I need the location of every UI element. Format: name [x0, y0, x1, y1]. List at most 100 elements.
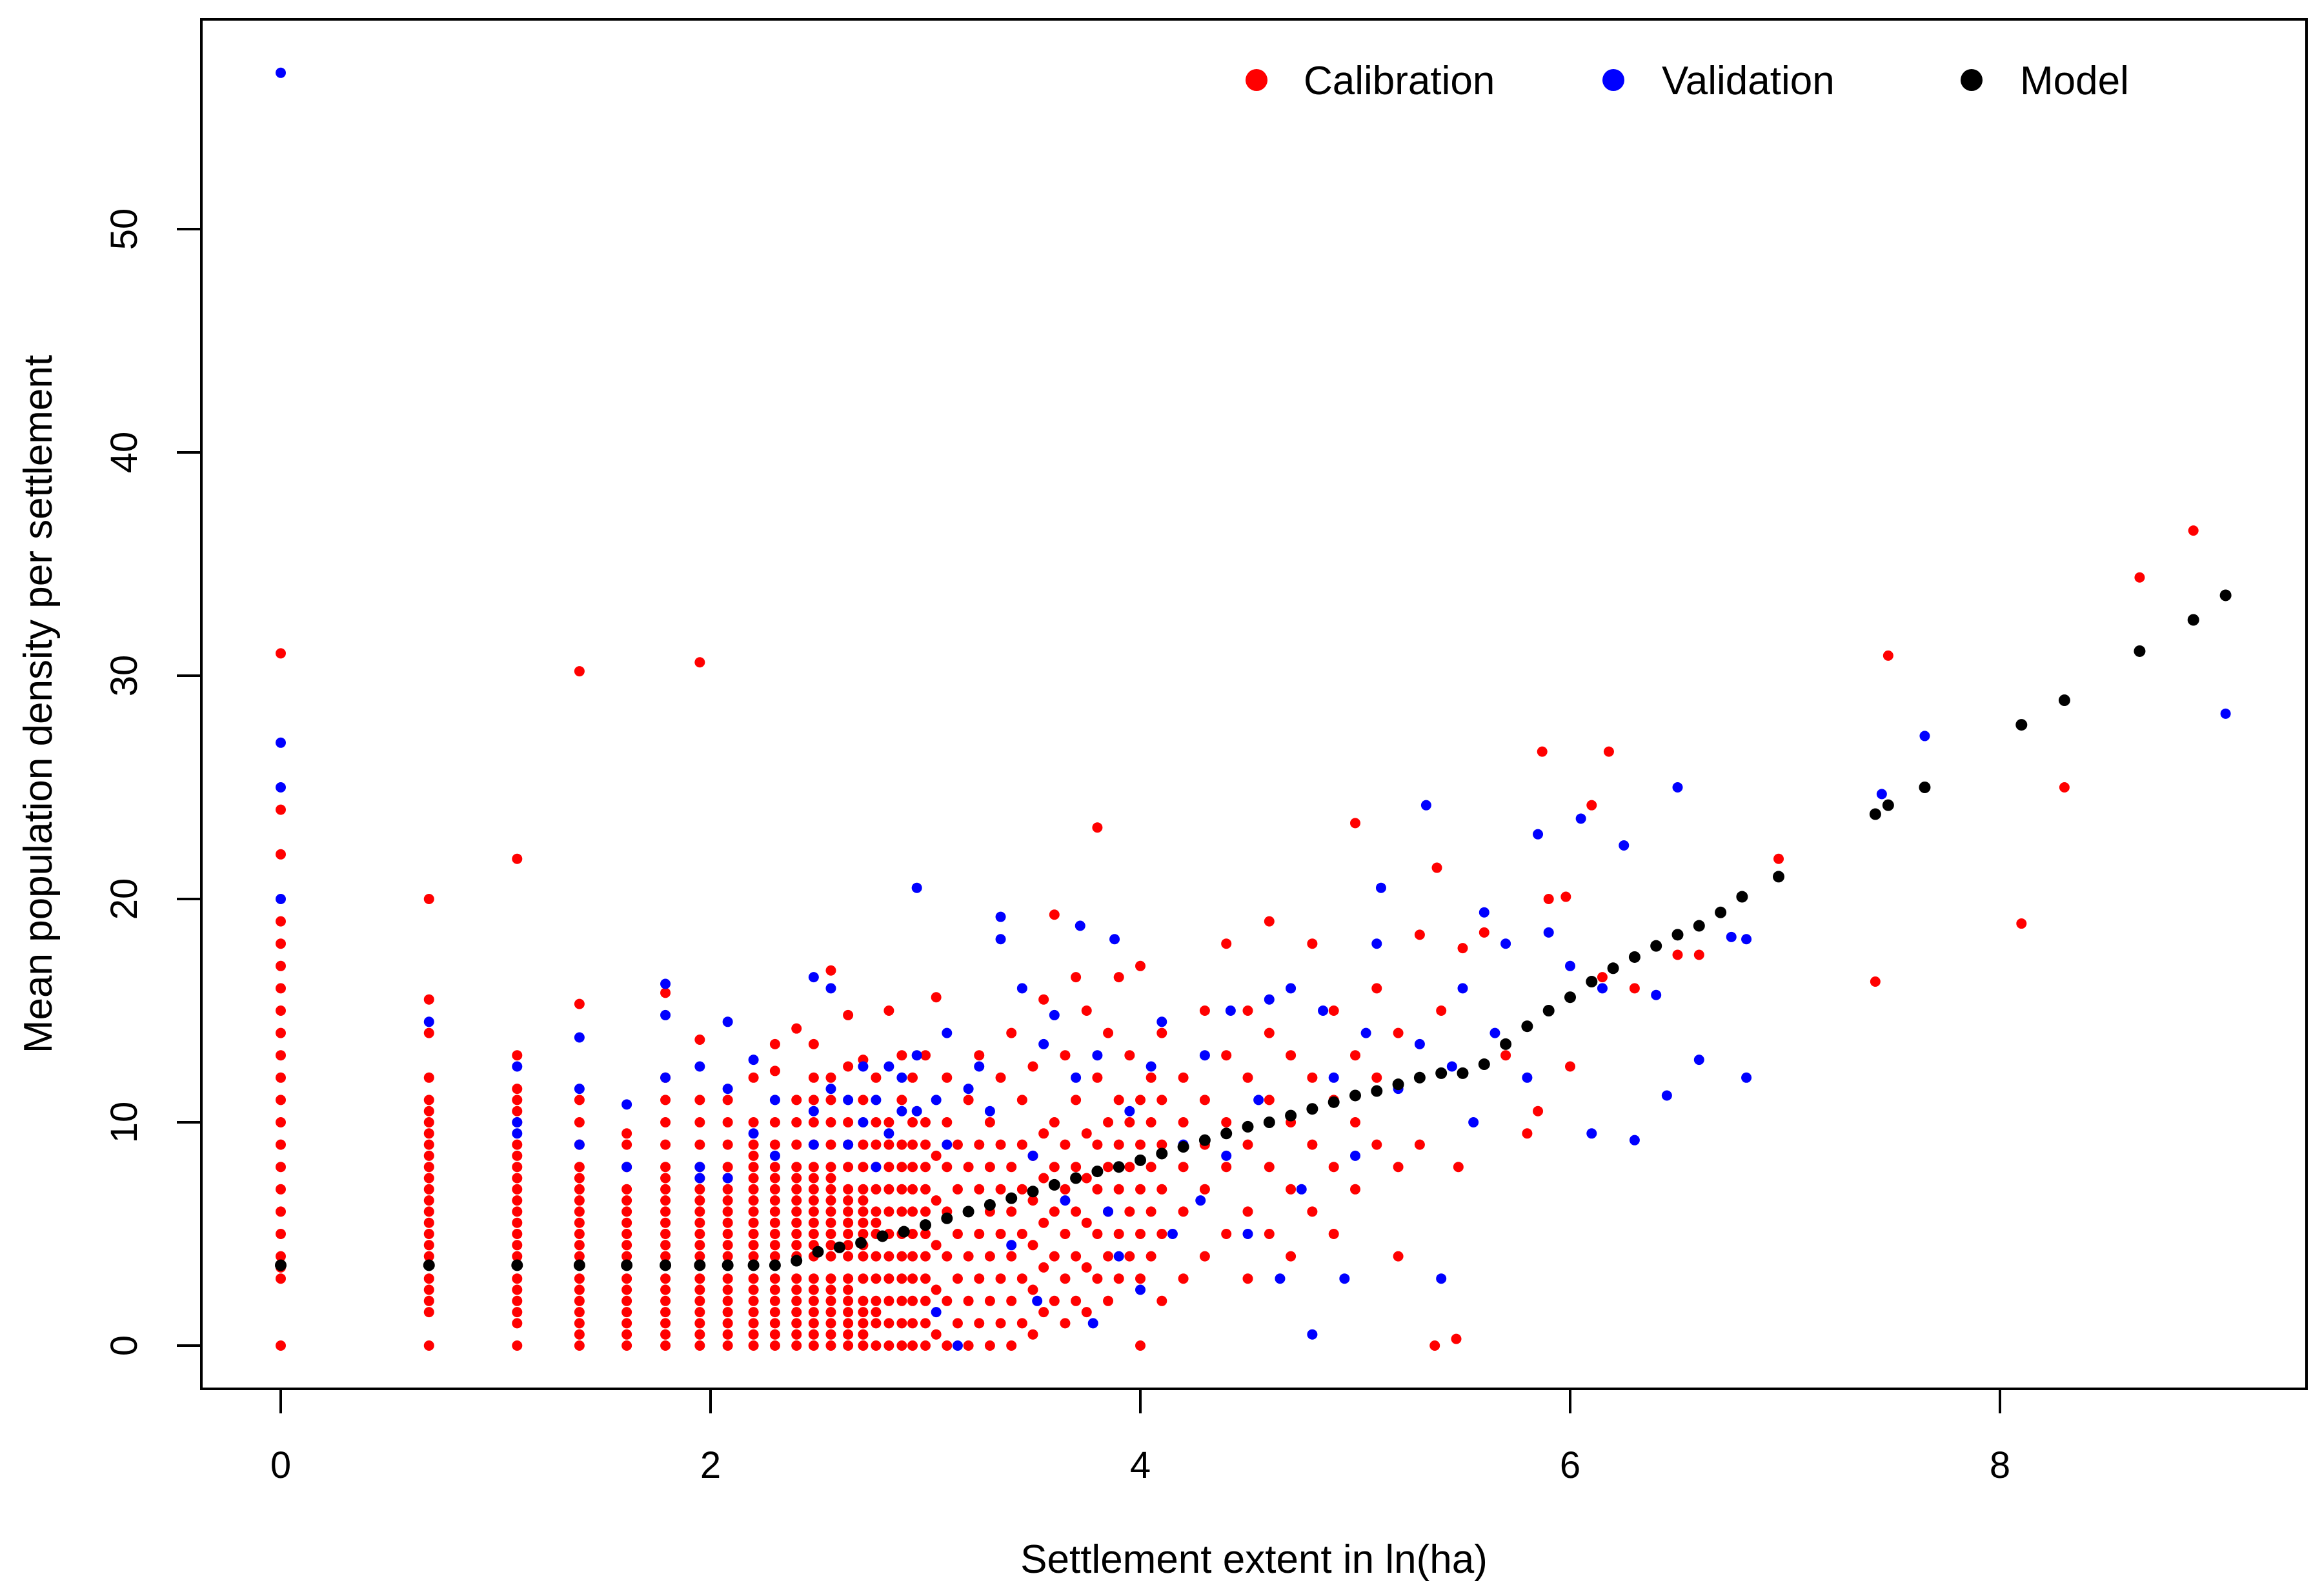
calibration-point [722, 1307, 733, 1318]
validation-point [1339, 1273, 1350, 1284]
calibration-point [423, 894, 434, 904]
calibration-point [984, 1295, 995, 1306]
validation-point [808, 1106, 819, 1116]
validation-point [1420, 800, 1431, 811]
model-point [1607, 962, 1619, 975]
calibration-point [574, 1162, 585, 1173]
calibration-point [1264, 916, 1275, 927]
calibration-point [984, 1251, 995, 1262]
calibration-point [1027, 1240, 1038, 1251]
calibration-point [512, 1150, 523, 1161]
validation-point [896, 1072, 907, 1083]
calibration-point [931, 1240, 942, 1251]
calibration-point [995, 1139, 1006, 1150]
calibration-point [791, 1318, 802, 1329]
calibration-point [722, 1095, 733, 1106]
calibration-point [694, 1195, 705, 1206]
legend-validation-marker [1602, 69, 1624, 91]
calibration-point [512, 1206, 523, 1217]
calibration-point [1307, 1139, 1318, 1150]
model-point [1027, 1186, 1039, 1198]
calibration-point [843, 1295, 854, 1306]
calibration-point [896, 1050, 907, 1061]
calibration-point [1178, 1072, 1189, 1083]
calibration-point [808, 1184, 819, 1195]
model-point [1521, 1020, 1533, 1033]
model-point [511, 1259, 523, 1271]
calibration-point [1049, 1206, 1060, 1217]
calibration-point [512, 1318, 523, 1329]
calibration-point [995, 1318, 1006, 1329]
validation-point [1006, 1240, 1017, 1251]
validation-point [722, 1084, 733, 1095]
calibration-point [512, 1173, 523, 1184]
calibration-point [871, 1117, 882, 1127]
calibration-point [722, 1229, 733, 1239]
calibration-point [276, 1184, 286, 1195]
calibration-point [896, 1295, 907, 1306]
calibration-point [871, 1217, 882, 1228]
calibration-point [1124, 1162, 1135, 1173]
model-point [1198, 1134, 1211, 1146]
calibration-point [748, 1240, 759, 1251]
validation-point [1479, 907, 1489, 918]
calibration-point [1146, 1162, 1156, 1173]
model-point [812, 1246, 824, 1258]
model-point [1773, 871, 1785, 883]
calibration-point [825, 1072, 836, 1083]
calibration-point [1103, 1117, 1114, 1127]
calibration-point [1431, 862, 1442, 873]
calibration-point [1006, 1295, 1017, 1306]
calibration-point [1113, 972, 1124, 983]
model-point [1919, 782, 1931, 793]
validation-point [1296, 1184, 1307, 1195]
calibration-point [276, 938, 286, 949]
validation-point [1264, 994, 1275, 1005]
calibration-point [825, 1217, 836, 1228]
calibration-point [843, 1340, 854, 1351]
model-point [573, 1259, 585, 1271]
calibration-point [574, 1173, 585, 1184]
model-point [2187, 614, 2199, 626]
calibration-point [1016, 1229, 1027, 1239]
calibration-point [974, 1273, 985, 1284]
calibration-point [1038, 1262, 1049, 1273]
validation-point [1027, 1150, 1038, 1161]
calibration-point [808, 1273, 819, 1284]
calibration-point [825, 1117, 836, 1127]
validation-point [574, 1139, 585, 1150]
validation-point [1016, 983, 1027, 994]
calibration-point [423, 1117, 434, 1127]
calibration-point [621, 1217, 632, 1228]
legend-model-label: Model [2020, 59, 2129, 103]
calibration-point [808, 1295, 819, 1306]
calibration-point [276, 960, 286, 971]
calibration-point [1113, 1139, 1124, 1150]
calibration-point [825, 1318, 836, 1329]
calibration-point [907, 1139, 918, 1150]
calibration-point [694, 1240, 705, 1251]
calibration-point [883, 1295, 894, 1306]
calibration-point [1156, 1229, 1167, 1239]
calibration-point [920, 1295, 931, 1306]
calibration-point [871, 1307, 882, 1318]
calibration-point [1693, 949, 1704, 960]
validation-point [1307, 1329, 1318, 1340]
calibration-point [769, 1184, 780, 1195]
calibration-point [858, 1095, 869, 1106]
calibration-point [871, 1139, 882, 1150]
calibration-point [769, 1273, 780, 1284]
calibration-point [952, 1273, 963, 1284]
calibration-point [1328, 1229, 1339, 1239]
calibration-point [825, 1329, 836, 1340]
calibration-point [621, 1240, 632, 1251]
validation-point [963, 1084, 974, 1095]
model-point [1328, 1096, 1340, 1108]
calibration-point [423, 1251, 434, 1262]
validation-point [808, 972, 819, 983]
validation-point [1672, 782, 1683, 793]
validation-point [911, 882, 922, 893]
calibration-point [722, 1139, 733, 1150]
model-point [2134, 645, 2146, 657]
calibration-point [276, 1340, 286, 1351]
